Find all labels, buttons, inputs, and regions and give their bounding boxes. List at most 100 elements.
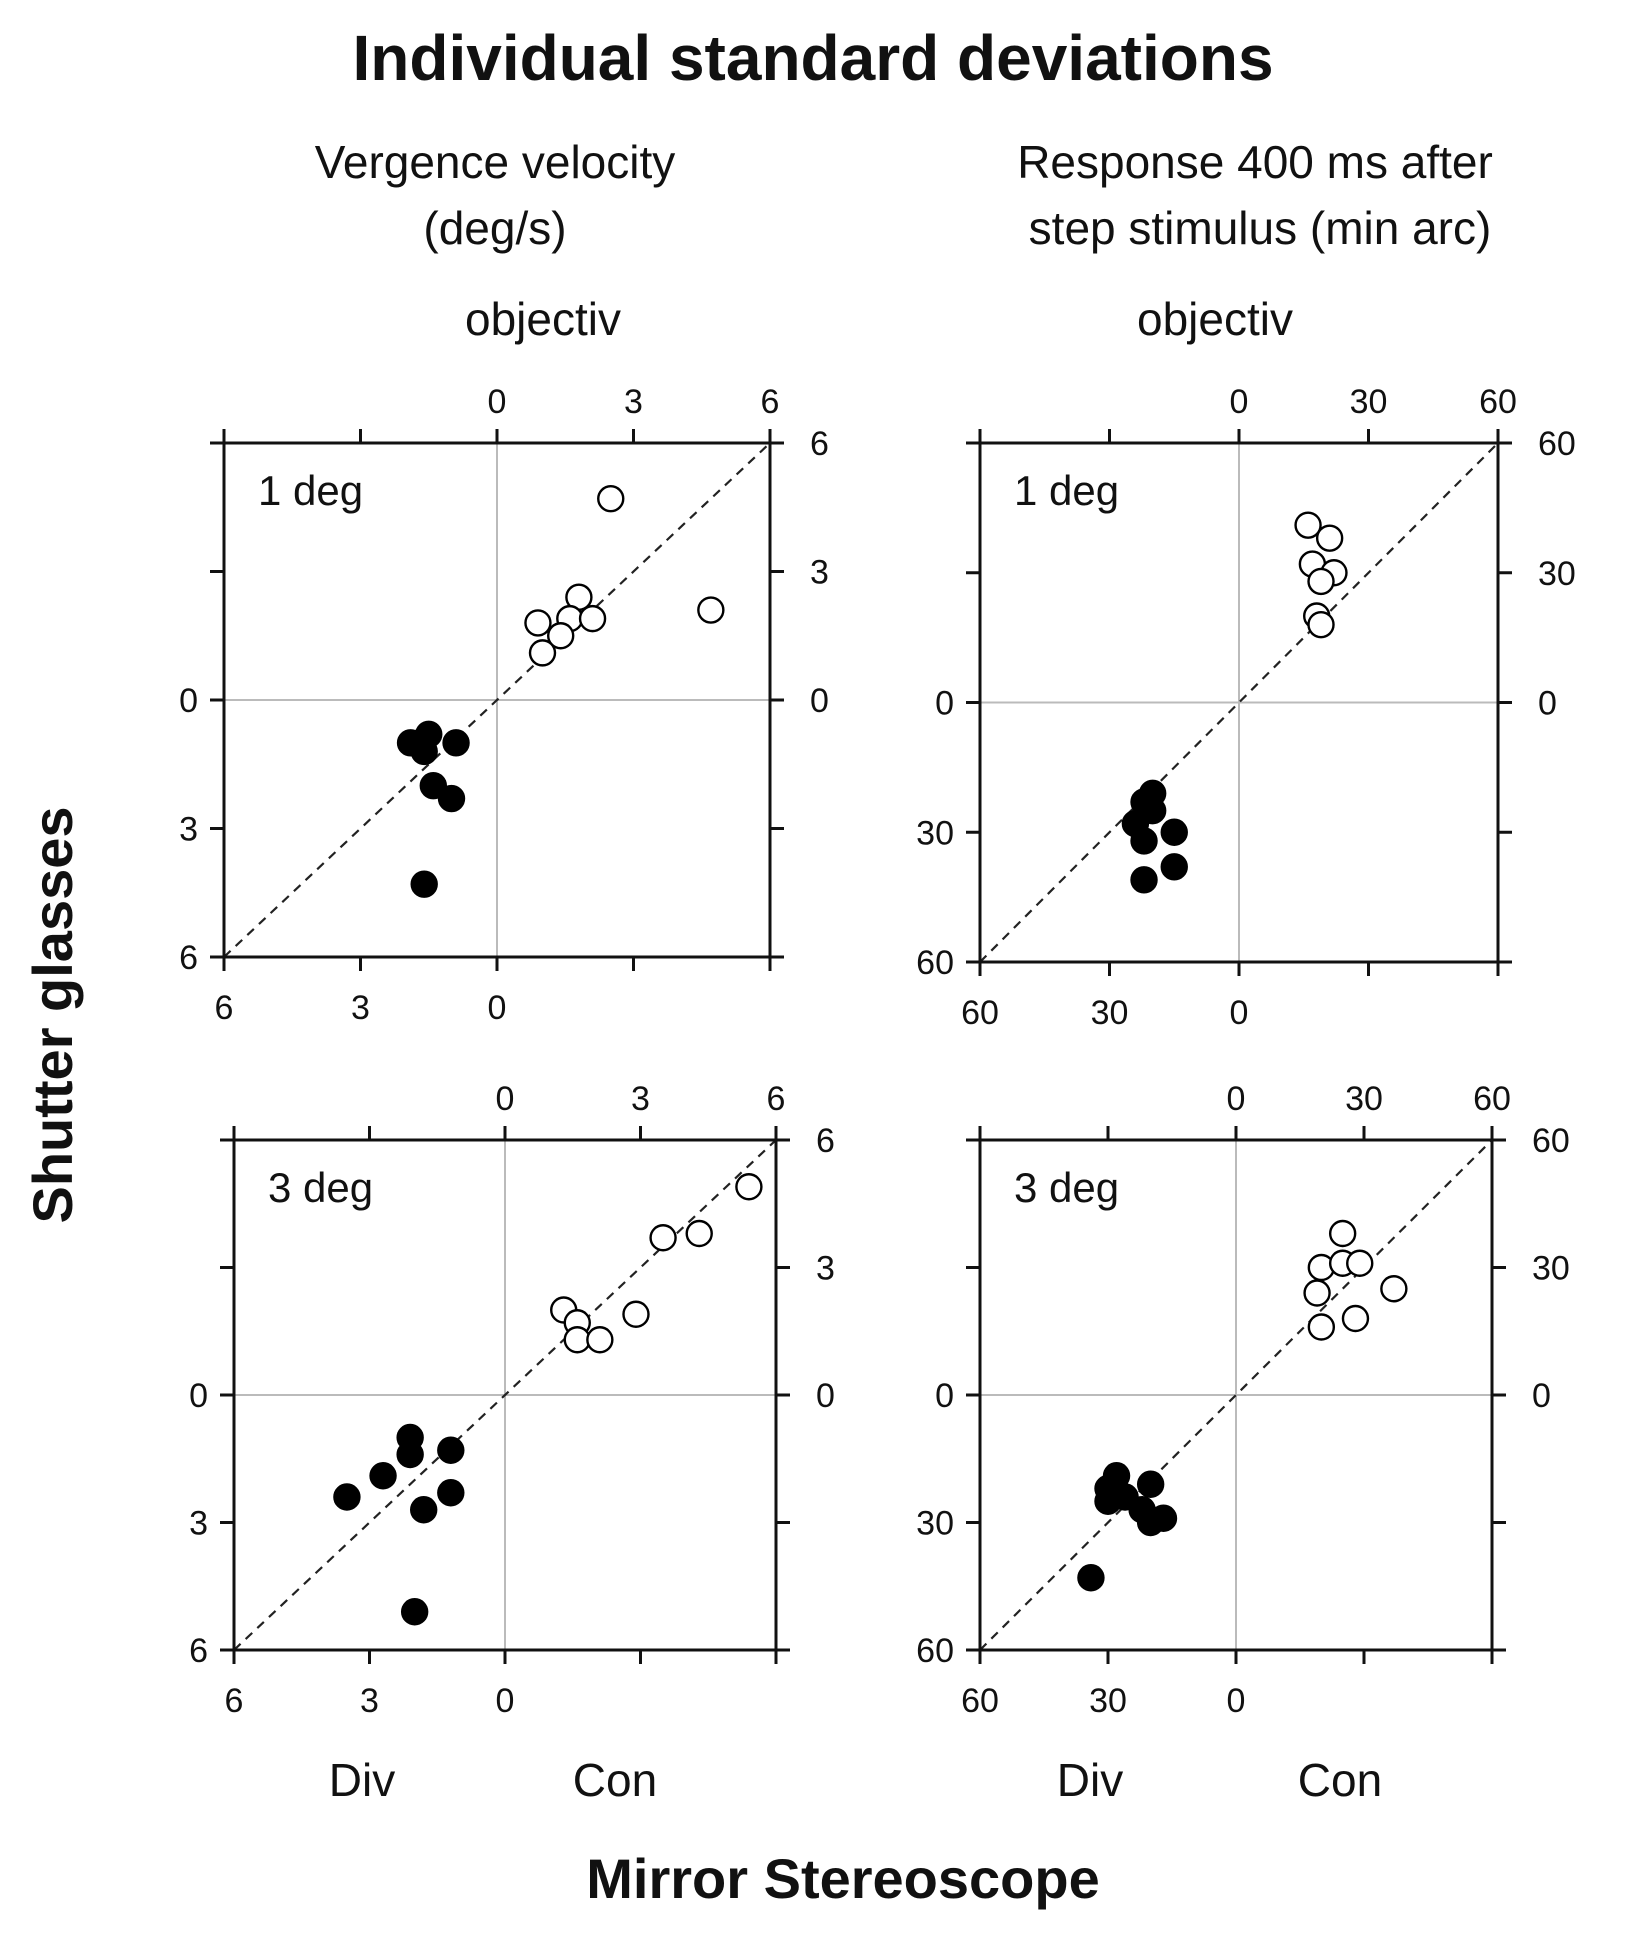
column-subtitle-left: objectiv xyxy=(465,293,621,345)
data-point-open xyxy=(685,1219,713,1248)
x-tick-label-top: 60 xyxy=(1479,383,1517,421)
data-point-filled xyxy=(410,1496,438,1524)
panel-label: 1 deg xyxy=(1014,467,1119,514)
y-tick-label-left: 6 xyxy=(179,939,198,977)
data-point-filled xyxy=(1136,1470,1165,1498)
y-tick-label-left: 30 xyxy=(916,1505,954,1543)
data-point-filled xyxy=(1149,1504,1178,1532)
data-point-open xyxy=(1307,567,1335,596)
x-tick-label-top: 0 xyxy=(488,383,507,421)
data-point-filled xyxy=(1138,796,1167,825)
column-title-left-line2: (deg/s) xyxy=(423,202,566,254)
x-tick-label-top: 6 xyxy=(761,383,780,421)
data-point-filled xyxy=(1160,853,1188,881)
x-axis-label: Mirror Stereoscope xyxy=(586,1847,1100,1910)
div-label-right: Div xyxy=(1057,1754,1123,1806)
y-tick-label-right: 0 xyxy=(816,1377,835,1415)
x-tick-label-bottom: 0 xyxy=(488,989,507,1027)
data-point-open xyxy=(1315,524,1344,552)
y-tick-label-right: 60 xyxy=(1532,1122,1570,1160)
y-tick-label-left: 0 xyxy=(935,1377,954,1415)
data-point-open xyxy=(735,1173,763,1201)
identity-diagonal xyxy=(233,1139,777,1651)
identity-diagonal xyxy=(979,1139,1493,1651)
data-point-open xyxy=(524,609,552,637)
data-point-filled xyxy=(410,737,438,766)
con-label-left: Con xyxy=(573,1754,657,1806)
data-point-open xyxy=(697,596,725,624)
data-point-open xyxy=(1307,610,1335,639)
data-point-open xyxy=(622,1300,650,1328)
x-tick-label-bottom: 30 xyxy=(1089,1682,1127,1720)
data-point-open xyxy=(547,622,575,650)
y-tick-label-right: 60 xyxy=(1538,425,1576,463)
data-point-open xyxy=(1307,1313,1336,1341)
x-tick-label-bottom: 0 xyxy=(1230,994,1249,1032)
x-tick-label-top: 30 xyxy=(1345,1080,1383,1118)
x-tick-label-bottom: 0 xyxy=(1227,1682,1246,1720)
panel-1: 6 3 0 0 3 6 0 3 6 0 3 6 1 deg xyxy=(179,383,829,1027)
data-point-filled xyxy=(400,1598,429,1626)
identity-diagonal xyxy=(979,442,1499,963)
x-tick-label-top: 0 xyxy=(1230,383,1249,421)
x-tick-label-top: 60 xyxy=(1473,1080,1511,1118)
x-tick-label-top: 0 xyxy=(496,1080,515,1118)
column-title-right-line1: Response 400 ms after xyxy=(1017,136,1493,188)
panel-label: 3 deg xyxy=(268,1164,373,1211)
x-tick-label-top: 30 xyxy=(1350,383,1388,421)
data-point-open xyxy=(1328,1219,1357,1248)
data-point-filled xyxy=(1130,866,1158,894)
x-tick-label-bottom: 6 xyxy=(215,989,234,1027)
panel-2: 60 30 0 0 30 60 0 30 60 0 30 60 1 deg xyxy=(916,383,1576,1032)
panel-label: 1 deg xyxy=(258,467,363,514)
data-point-open xyxy=(1380,1275,1408,1303)
y-tick-label-left: 60 xyxy=(916,944,954,982)
y-tick-label-left: 30 xyxy=(916,814,954,852)
data-point-open xyxy=(649,1224,677,1252)
data-point-open xyxy=(1294,511,1322,539)
data-point-filled xyxy=(437,1436,465,1464)
column-title-right-line2: step stimulus (min arc) xyxy=(1029,202,1492,254)
x-tick-label-top: 3 xyxy=(631,1080,650,1118)
x-tick-label-bottom: 60 xyxy=(961,1682,999,1720)
data-point-filled xyxy=(396,1440,424,1469)
column-subtitle-right: objectiv xyxy=(1137,293,1293,345)
data-point-filled xyxy=(333,1483,361,1511)
con-label-right: Con xyxy=(1298,1754,1382,1806)
x-tick-label-bottom: 60 xyxy=(961,994,999,1032)
data-point-filled xyxy=(1130,827,1158,855)
data-point-open xyxy=(528,639,557,667)
data-point-filled xyxy=(410,870,438,898)
div-label-left: Div xyxy=(329,1754,395,1806)
panel-4: 60 30 0 0 30 60 0 30 60 0 30 60 3 deg xyxy=(916,1080,1570,1720)
y-tick-label-right: 3 xyxy=(816,1250,835,1288)
y-tick-label-right: 3 xyxy=(810,554,829,592)
y-tick-label-right: 0 xyxy=(1538,685,1557,723)
data-point-open xyxy=(1303,1279,1331,1307)
data-point-open xyxy=(597,484,625,513)
y-tick-label-left: 3 xyxy=(179,811,198,849)
y-tick-label-right: 0 xyxy=(810,682,829,720)
x-tick-label-bottom: 0 xyxy=(496,1682,515,1720)
data-point-open xyxy=(586,1326,614,1354)
data-point-filled xyxy=(1160,818,1188,846)
x-tick-label-bottom: 30 xyxy=(1091,994,1129,1032)
y-tick-label-left: 0 xyxy=(189,1377,208,1415)
y-tick-label-left: 0 xyxy=(179,682,198,720)
identity-diagonal xyxy=(223,442,771,958)
y-tick-label-left: 60 xyxy=(916,1632,954,1670)
panel-label: 3 deg xyxy=(1014,1164,1119,1211)
y-tick-label-right: 30 xyxy=(1532,1250,1570,1288)
data-point-filled xyxy=(437,1479,465,1507)
y-tick-label-right: 6 xyxy=(816,1122,835,1160)
x-tick-label-bottom: 3 xyxy=(360,1682,379,1720)
x-tick-label-bottom: 6 xyxy=(225,1682,244,1720)
x-tick-label-top: 0 xyxy=(1227,1080,1246,1118)
data-point-filled xyxy=(369,1462,397,1490)
y-tick-label-left: 3 xyxy=(189,1505,208,1543)
x-tick-label-top: 3 xyxy=(624,383,643,421)
x-tick-label-bottom: 3 xyxy=(351,989,370,1027)
data-point-filled xyxy=(437,784,466,813)
y-tick-label-left: 0 xyxy=(935,685,954,723)
